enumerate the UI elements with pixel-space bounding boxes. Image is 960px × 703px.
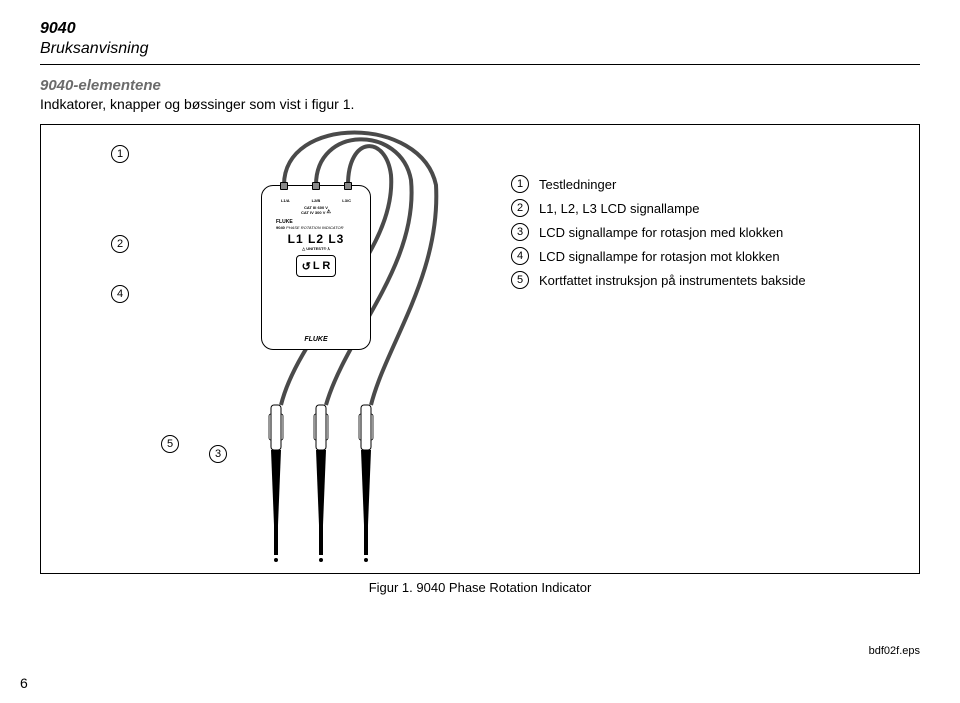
legend-text: Kortfattet instruksjon på instrumentets … [539,273,806,288]
figure-box: L3 L2 L1 [40,124,920,574]
figure-legend: 1Testledninger 2L1, L2, L3 LCD signallam… [511,175,806,295]
model-number: 9040 [40,20,920,38]
callout-5: 5 [161,435,179,453]
device-brand-bottom: FLUKE [262,336,370,343]
legend-row: 1Testledninger [511,175,806,193]
terminal-label-l2: L2/B [312,198,321,203]
eps-filename: bdf02f.eps [869,645,920,657]
legend-text: LCD signallampe for rotasjon med klokken [539,225,783,240]
legend-text: LCD signallampe for rotasjon mot klokken [539,249,780,264]
section-title: 9040-elementene [40,77,920,94]
legend-row: 4LCD signallampe for rotasjon mot klokke… [511,247,806,265]
lr-indicator: ↺L R [296,255,336,277]
probe-l2: L2 [314,405,328,562]
header-rule [40,64,920,65]
legend-text: Testledninger [539,177,616,192]
device: L1/A L2/B L3/C CAT III 600 V CAT IV 300 … [261,185,371,350]
legend-row: 3LCD signallampe for rotasjon med klokke… [511,223,806,241]
warning-triangle-icon: ⚠ [327,210,331,215]
legend-row: 2L1, L2, L3 LCD signallampe [511,199,806,217]
device-model-line: 9040 PHASE ROTATION INDICATOR [262,225,370,230]
callout-4: 4 [111,285,129,303]
callout-1: 1 [111,145,129,163]
terminal-label-l1: L1/A [281,198,290,203]
legend-text: L1, L2, L3 LCD signallampe [539,201,699,216]
terminal-label-l3: L3/C [342,198,351,203]
probe-l1: L1 [359,405,373,562]
device-l123: L1 L2 L3 [262,232,370,246]
section-body: Indkatorer, knapper og bøssinger som vis… [40,96,920,112]
device-unitest: △ UNITEST® ⅄ [262,246,370,251]
probe-l3: L3 [269,405,283,562]
cat-line2: CAT IV 300 V [301,210,325,215]
manual-subtitle: Bruksanvisning [40,40,920,58]
figure-caption: Figur 1. 9040 Phase Rotation Indicator [40,580,920,595]
page-number: 6 [20,675,28,691]
legend-row: 5Kortfattet instruksjon på instrumentets… [511,271,806,289]
callout-2: 2 [111,235,129,253]
callout-3: 3 [209,445,227,463]
